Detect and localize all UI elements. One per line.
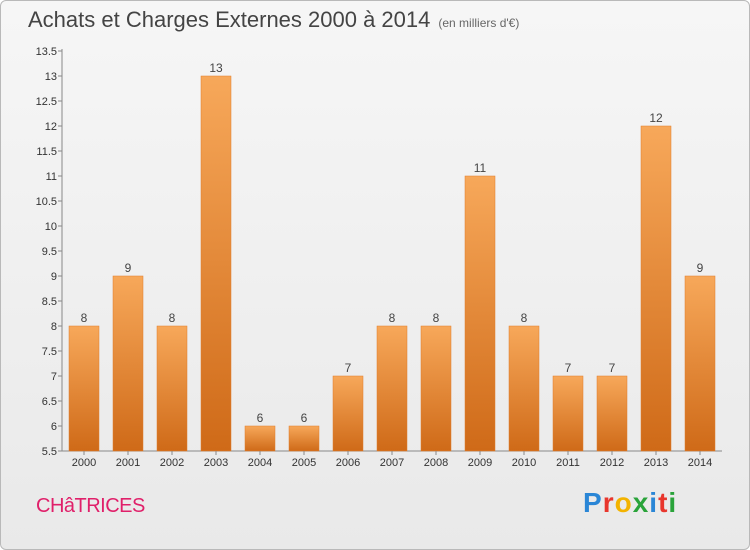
bar bbox=[420, 325, 452, 452]
x-tick-label: 2001 bbox=[116, 457, 140, 469]
x-tick-label: 2010 bbox=[512, 457, 536, 469]
bar bbox=[376, 325, 408, 452]
x-tick-label: 2000 bbox=[72, 457, 96, 469]
y-tick-label: 11 bbox=[46, 171, 57, 183]
x-tick-label: 2003 bbox=[204, 457, 228, 469]
brand-letter: r bbox=[602, 487, 615, 518]
y-tick-label: 9.5 bbox=[42, 246, 57, 258]
title-text: Achats et Charges Externes 2000 à 2014 bbox=[28, 7, 431, 32]
bar bbox=[156, 325, 188, 452]
x-tick-label: 2006 bbox=[336, 457, 360, 469]
x-tick-label: 2011 bbox=[556, 457, 580, 469]
bar bbox=[552, 375, 584, 452]
y-tick-label: 11.5 bbox=[36, 146, 57, 158]
chart-title: Achats et Charges Externes 2000 à 2014 (e… bbox=[28, 7, 519, 33]
y-tick-label: 8.5 bbox=[42, 296, 57, 308]
x-tick-label: 2005 bbox=[292, 457, 316, 469]
bar-value-label: 6 bbox=[257, 411, 264, 425]
bar-value-label: 7 bbox=[565, 361, 572, 375]
bar-value-label: 12 bbox=[649, 111, 663, 125]
y-tick-label: 6.5 bbox=[42, 396, 57, 408]
x-tick-label: 2009 bbox=[468, 457, 492, 469]
brand-letter: i bbox=[649, 487, 659, 518]
bar bbox=[640, 125, 672, 452]
x-tick-label: 2007 bbox=[380, 457, 404, 469]
bar-value-label: 8 bbox=[81, 311, 88, 325]
x-tick-label: 2004 bbox=[248, 457, 272, 469]
bar bbox=[68, 325, 100, 452]
bar bbox=[200, 75, 232, 452]
bar bbox=[244, 425, 276, 452]
commune-name: CHâTRICES bbox=[36, 495, 145, 517]
bar bbox=[684, 275, 716, 452]
bar bbox=[288, 425, 320, 452]
x-tick-label: 2012 bbox=[600, 457, 624, 469]
brand-letter: t bbox=[658, 487, 669, 518]
y-tick-label: 7.5 bbox=[42, 346, 57, 358]
y-tick-label: 13.5 bbox=[36, 46, 57, 58]
bar-value-label: 8 bbox=[433, 311, 440, 325]
bar-value-label: 7 bbox=[609, 361, 616, 375]
y-tick-label: 12.5 bbox=[36, 96, 57, 108]
bar-value-label: 7 bbox=[345, 361, 352, 375]
bar bbox=[464, 175, 496, 452]
proxiti-logo: Proxiti bbox=[583, 487, 677, 519]
bar-value-label: 11 bbox=[474, 161, 487, 175]
y-tick-label: 9 bbox=[51, 271, 57, 283]
bar-value-label: 8 bbox=[169, 311, 176, 325]
bar-value-label: 6 bbox=[301, 411, 308, 425]
brand-letter: x bbox=[632, 487, 650, 518]
y-tick-label: 10.5 bbox=[36, 196, 57, 208]
bar-value-label: 8 bbox=[389, 311, 396, 325]
x-tick-label: 2014 bbox=[688, 457, 712, 469]
x-tick-label: 2002 bbox=[160, 457, 184, 469]
brand-letter: i bbox=[668, 487, 678, 518]
x-tick-label: 2008 bbox=[424, 457, 448, 469]
y-tick-label: 12 bbox=[45, 121, 57, 133]
bar-value-label: 9 bbox=[697, 261, 704, 275]
bar-value-label: 8 bbox=[521, 311, 528, 325]
bar bbox=[332, 375, 364, 452]
brand-letter: P bbox=[583, 487, 603, 518]
title-unit: (en milliers d'€) bbox=[438, 16, 520, 30]
x-tick-label: 2013 bbox=[644, 457, 668, 469]
y-tick-label: 6 bbox=[51, 421, 57, 433]
y-tick-label: 5.5 bbox=[42, 446, 57, 458]
bar bbox=[508, 325, 540, 452]
y-tick-label: 7 bbox=[51, 371, 57, 383]
y-tick-label: 8 bbox=[51, 321, 57, 333]
bar bbox=[596, 375, 628, 452]
y-tick-label: 10 bbox=[45, 221, 57, 233]
brand-letter: o bbox=[614, 487, 633, 518]
bar-value-label: 13 bbox=[209, 61, 223, 75]
bar bbox=[112, 275, 144, 452]
bar-value-label: 9 bbox=[125, 261, 132, 275]
y-tick-label: 13 bbox=[45, 71, 57, 83]
